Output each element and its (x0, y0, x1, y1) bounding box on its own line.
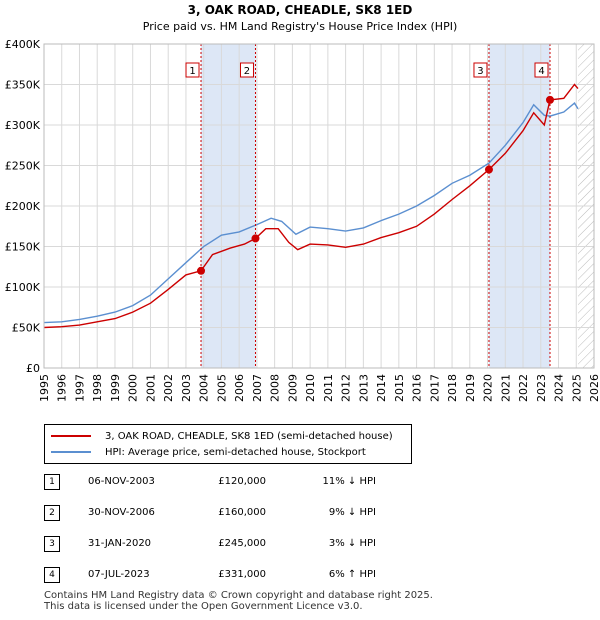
sale-marker: 1 (44, 474, 60, 490)
legend-item-property: 3, OAK ROAD, CHEADLE, SK8 1ED (semi-deta… (51, 429, 393, 443)
sale-marker-box (473, 62, 488, 78)
chart-subtitle: Price paid vs. HM Land Registry's House … (143, 20, 458, 33)
y-tick-label: £0 (26, 362, 40, 375)
x-tick-label: 2016 (411, 374, 424, 402)
x-tick-label: 2011 (322, 374, 335, 402)
x-tick-label: 2022 (517, 374, 530, 402)
sale-date: 06-NOV-2003 (88, 476, 155, 487)
sale-point (197, 266, 206, 275)
sale-hpi-diff: 6% ↑ HPI (328, 569, 376, 580)
sale-date: 07-JUL-2023 (88, 569, 150, 580)
y-tick-label: £50K (12, 322, 41, 335)
x-tick-label: 1997 (73, 374, 86, 402)
x-tick-label: 2015 (393, 374, 406, 402)
chart-title: 3, OAK ROAD, CHEADLE, SK8 1ED (188, 3, 413, 17)
x-tick-label: 2004 (198, 374, 211, 402)
sale-price: £245,000 (218, 538, 266, 549)
series-line (43, 83, 579, 329)
series-line (43, 102, 579, 324)
sale-price: £160,000 (218, 507, 266, 518)
x-tick-label: 2012 (340, 374, 353, 402)
sale-hpi-diff: 11% ↓ HPI (322, 476, 376, 487)
x-tick-label: 2014 (375, 374, 388, 402)
sale-row: 2 30-NOV-2006 £160,000 9% ↓ HPI (44, 505, 464, 523)
sale-point (484, 165, 493, 174)
sale-marker: 3 (44, 536, 60, 552)
sale-hpi-diff: 3% ↓ HPI (328, 538, 376, 549)
x-tick-label: 1998 (91, 374, 104, 402)
sale-marker-label: 3 (477, 66, 483, 77)
sale-point (546, 95, 554, 104)
legend-label-property: 3, OAK ROAD, CHEADLE, SK8 1ED (semi-deta… (105, 430, 393, 442)
sale-price: £120,000 (218, 476, 266, 487)
x-tick-label: 2020 (482, 374, 495, 402)
x-tick-label: 2007 (251, 374, 264, 402)
x-tick-label: 2017 (428, 374, 441, 402)
sale-date: 31-JAN-2020 (88, 538, 152, 549)
x-tick-label: 1995 (38, 374, 51, 402)
x-tick-label: 2026 (588, 374, 600, 402)
sale-marker-box (185, 62, 200, 78)
y-tick-label: £250K (5, 160, 41, 173)
sale-marker: 4 (44, 567, 60, 583)
sale-marker-box (239, 62, 254, 78)
x-tick-label: 2019 (464, 374, 477, 402)
y-tick-label: £350K (5, 79, 41, 92)
price-chart: 3, OAK ROAD, CHEADLE, SK8 1ED Price paid… (5, 3, 600, 402)
x-tick-label: 2023 (535, 374, 548, 402)
legend-swatch-property (51, 435, 91, 437)
sale-row: 1 06-NOV-2003 £120,000 11% ↓ HPI (44, 474, 464, 492)
x-tick-label: 2009 (286, 374, 299, 402)
sale-marker: 2 (44, 505, 60, 521)
x-tick-label: 2000 (127, 374, 140, 402)
sale-marker-label: 1 (189, 66, 195, 77)
x-tick-label: 2025 (570, 374, 583, 402)
x-tick-label: 2021 (499, 374, 512, 402)
sale-date: 30-NOV-2006 (88, 507, 155, 518)
x-tick-label: 2003 (180, 374, 193, 402)
y-tick-label: £200K (5, 200, 41, 213)
y-tick-label: £400K (5, 38, 41, 51)
footer-copyright: Contains HM Land Registry data © Crown c… (44, 590, 433, 601)
x-tick-label: 2013 (357, 374, 370, 402)
x-tick-label: 2010 (304, 374, 317, 402)
sale-marker-label: 2 (244, 66, 250, 77)
plot-frame (43, 43, 595, 369)
sale-marker-box (534, 62, 549, 78)
footer-licence: This data is licensed under the Open Gov… (44, 601, 363, 612)
footer: Contains HM Land Registry data © Crown c… (44, 590, 433, 612)
x-tick-label: 2018 (446, 374, 459, 402)
x-tick-label: 2002 (162, 374, 175, 402)
y-tick-label: £150K (5, 241, 41, 254)
legend-item-hpi: HPI: Average price, semi-detached house,… (51, 445, 366, 459)
sale-price: £331,000 (218, 569, 266, 580)
y-tick-label: £300K (5, 119, 41, 132)
x-tick-label: 1996 (56, 374, 69, 402)
x-tick-label: 2008 (269, 374, 282, 402)
y-tick-label: £100K (5, 281, 41, 294)
x-tick-label: 2006 (233, 374, 246, 402)
sale-hpi-diff: 9% ↓ HPI (328, 507, 376, 518)
legend: 3, OAK ROAD, CHEADLE, SK8 1ED (semi-deta… (44, 424, 412, 464)
sale-marker-label: 4 (538, 66, 544, 77)
x-tick-label: 2001 (144, 374, 157, 402)
legend-swatch-hpi (51, 451, 91, 453)
x-tick-label: 2024 (553, 374, 566, 402)
x-tick-label: 2005 (215, 374, 228, 402)
legend-label-hpi: HPI: Average price, semi-detached house,… (105, 446, 366, 458)
x-tick-label: 1999 (109, 374, 122, 402)
sale-point (251, 234, 260, 243)
sale-row: 4 07-JUL-2023 £331,000 6% ↑ HPI (44, 567, 464, 585)
sale-row: 3 31-JAN-2020 £245,000 3% ↓ HPI (44, 536, 464, 554)
